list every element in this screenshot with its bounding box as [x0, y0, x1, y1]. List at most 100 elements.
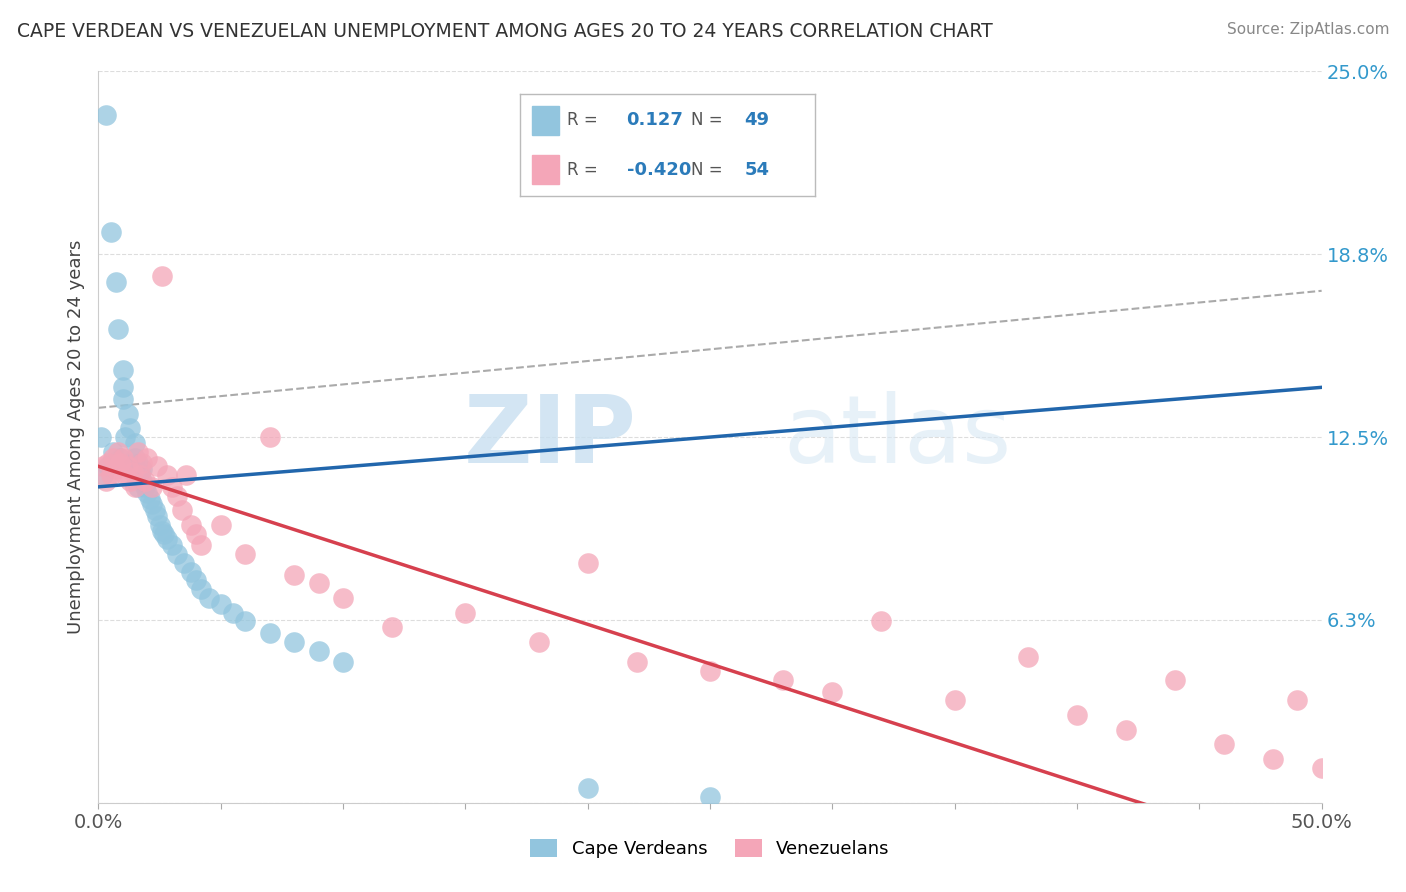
Point [381, 620, 404, 634]
Point [209, 597, 232, 611]
Legend: Cape Verdeans, Venezuelans: Cape Verdeans, Venezuelans [522, 830, 898, 867]
Point [186, 526, 208, 541]
Point [121, 457, 143, 471]
Point [94, 474, 117, 488]
Point [111, 363, 134, 377]
Point [576, 556, 599, 570]
Point [117, 407, 139, 421]
Point [870, 615, 893, 629]
Point [91, 468, 114, 483]
Point [100, 468, 122, 483]
Point [100, 225, 122, 239]
Point [101, 450, 124, 465]
Text: R =: R = [568, 161, 603, 178]
Y-axis label: Unemployment Among Ages 20 to 24 years: Unemployment Among Ages 20 to 24 years [66, 240, 84, 634]
Point [101, 444, 124, 458]
Point [1310, 761, 1333, 775]
Text: N =: N = [692, 112, 728, 129]
Point [117, 459, 139, 474]
Point [233, 615, 256, 629]
Point [114, 468, 136, 483]
Point [153, 526, 176, 541]
Point [111, 450, 134, 465]
Text: R =: R = [568, 112, 603, 129]
Point [180, 565, 202, 579]
Point [110, 457, 132, 471]
Text: atlas: atlas [783, 391, 1012, 483]
Text: N =: N = [692, 161, 728, 178]
Text: 54: 54 [745, 161, 769, 178]
Point [104, 275, 127, 289]
Point [121, 465, 143, 479]
Point [127, 444, 149, 458]
Point [107, 322, 129, 336]
Point [129, 465, 152, 479]
Point [283, 567, 305, 582]
Point [124, 480, 146, 494]
Point [576, 781, 599, 796]
Point [91, 459, 114, 474]
Point [176, 468, 198, 483]
Point [197, 591, 219, 605]
Point [186, 574, 208, 588]
Point [94, 108, 117, 122]
Point [131, 474, 153, 488]
Point [160, 538, 183, 552]
Point [136, 485, 159, 500]
Point [131, 462, 153, 476]
Point [308, 576, 330, 591]
Point [1286, 693, 1309, 707]
Point [699, 789, 721, 804]
Point [699, 664, 721, 678]
Point [111, 392, 134, 406]
Point [143, 503, 166, 517]
Point [166, 547, 188, 561]
Point [173, 556, 195, 570]
Point [772, 673, 794, 687]
Text: 0.127: 0.127 [627, 112, 683, 129]
Bar [531, 155, 558, 184]
Point [209, 517, 232, 532]
Point [180, 517, 202, 532]
Point [131, 457, 153, 471]
Point [332, 591, 354, 605]
Point [190, 538, 212, 552]
Point [821, 684, 844, 698]
Point [127, 480, 149, 494]
Point [166, 489, 188, 503]
Text: CAPE VERDEAN VS VENEZUELAN UNEMPLOYMENT AMONG AGES 20 TO 24 YEARS CORRELATION CH: CAPE VERDEAN VS VENEZUELAN UNEMPLOYMENT … [17, 22, 993, 41]
Point [110, 450, 132, 465]
Point [233, 547, 256, 561]
Point [120, 421, 142, 435]
Point [149, 517, 172, 532]
Point [141, 497, 163, 511]
Point [308, 643, 330, 657]
Point [1017, 649, 1039, 664]
Point [943, 693, 966, 707]
Point [170, 503, 193, 517]
Point [114, 430, 136, 444]
Bar [531, 106, 558, 135]
Point [146, 459, 169, 474]
Point [160, 480, 183, 494]
Point [90, 430, 112, 444]
Point [136, 450, 159, 465]
Point [97, 457, 120, 471]
Point [283, 635, 305, 649]
Point [134, 474, 156, 488]
Text: -0.420: -0.420 [627, 161, 690, 178]
Point [259, 626, 281, 640]
Point [527, 635, 550, 649]
Point [129, 468, 152, 483]
Point [1212, 737, 1234, 751]
Point [1066, 708, 1088, 723]
Point [146, 509, 169, 524]
Point [454, 606, 477, 620]
Point [190, 582, 212, 597]
Point [111, 380, 134, 394]
Point [222, 606, 245, 620]
Point [97, 459, 120, 474]
Point [626, 656, 648, 670]
Point [156, 468, 179, 483]
Point [150, 524, 173, 538]
